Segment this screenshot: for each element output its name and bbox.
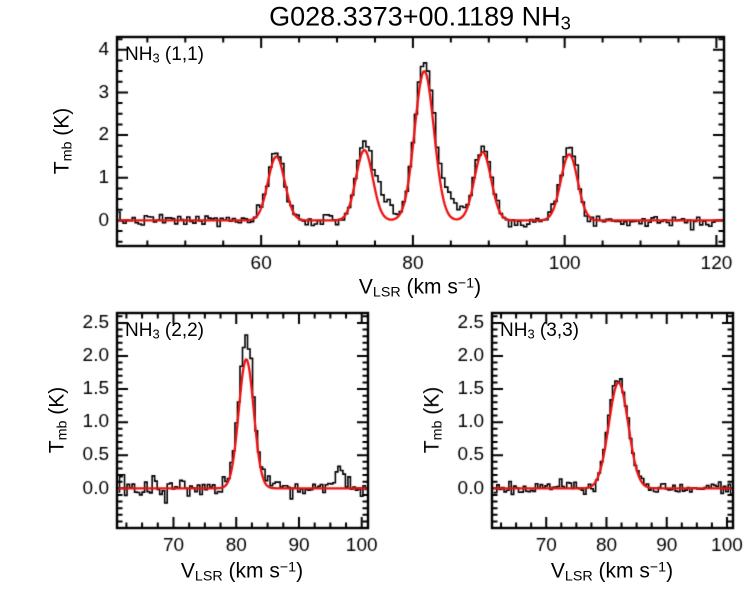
- y-label-symbol: T: [50, 161, 74, 175]
- x-label-superscript: −1: [279, 559, 297, 576]
- panel-label-text: NH: [125, 320, 153, 341]
- y-axis-label-top: Tmb (K): [51, 108, 76, 174]
- x-label-subscript: LSR: [372, 284, 401, 301]
- x-label-symbol: V: [550, 559, 565, 583]
- x-label-symbol: V: [180, 559, 195, 583]
- panel-label-text: NH: [500, 320, 528, 341]
- y-label-subscript: mb: [54, 420, 71, 441]
- x-label-unit-close: ): [666, 559, 674, 583]
- panel-label-nh3-11: NH3 (1,1): [125, 44, 204, 66]
- x-label-subscript: LSR: [194, 568, 223, 585]
- y-label-symbol: T: [45, 440, 69, 454]
- x-label-superscript: −1: [457, 275, 475, 292]
- x-axis-label-bottom-left: VLSR (km s−1): [181, 560, 303, 585]
- figure-title-subscript: 3: [560, 12, 571, 34]
- figure-title-text: G028.3373+00.1189 NH: [269, 1, 561, 32]
- x-label-unit-close: ): [474, 275, 482, 299]
- y-label-symbol: T: [420, 440, 444, 454]
- x-label-subscript: LSR: [564, 568, 593, 585]
- y-label-subscript: mb: [429, 420, 446, 441]
- panel-label-transition: (3,3): [534, 320, 579, 341]
- x-label-unit: (km s: [222, 559, 280, 583]
- x-axis-label-top: VLSR (km s−1): [359, 276, 481, 301]
- panel-label-subscript: 3: [152, 326, 160, 342]
- panel-label-nh3-33: NH3 (3,3): [500, 320, 579, 342]
- x-label-unit-close: ): [296, 559, 304, 583]
- panel-label-transition: (2,2): [159, 320, 204, 341]
- y-label-subscript: mb: [59, 141, 76, 162]
- y-label-unit: (K): [50, 107, 74, 142]
- y-axis-label-bottom-left: Tmb (K): [46, 387, 71, 453]
- y-label-unit: (K): [45, 386, 69, 421]
- panel-label-transition: (1,1): [159, 44, 204, 65]
- x-label-superscript: −1: [649, 559, 667, 576]
- figure-title: G028.3373+00.1189 NH3: [269, 2, 571, 35]
- y-axis-label-bottom-right: Tmb (K): [421, 387, 446, 453]
- panel-label-subscript: 3: [527, 326, 535, 342]
- panel-label-subscript: 3: [152, 50, 160, 66]
- x-axis-label-bottom-right: VLSR (km s−1): [551, 560, 673, 585]
- x-label-symbol: V: [358, 275, 373, 299]
- y-label-unit: (K): [420, 386, 444, 421]
- panel-label-text: NH: [125, 44, 153, 65]
- x-label-unit: (km s: [400, 275, 458, 299]
- panel-label-nh3-22: NH3 (2,2): [125, 320, 204, 342]
- x-label-unit: (km s: [592, 559, 650, 583]
